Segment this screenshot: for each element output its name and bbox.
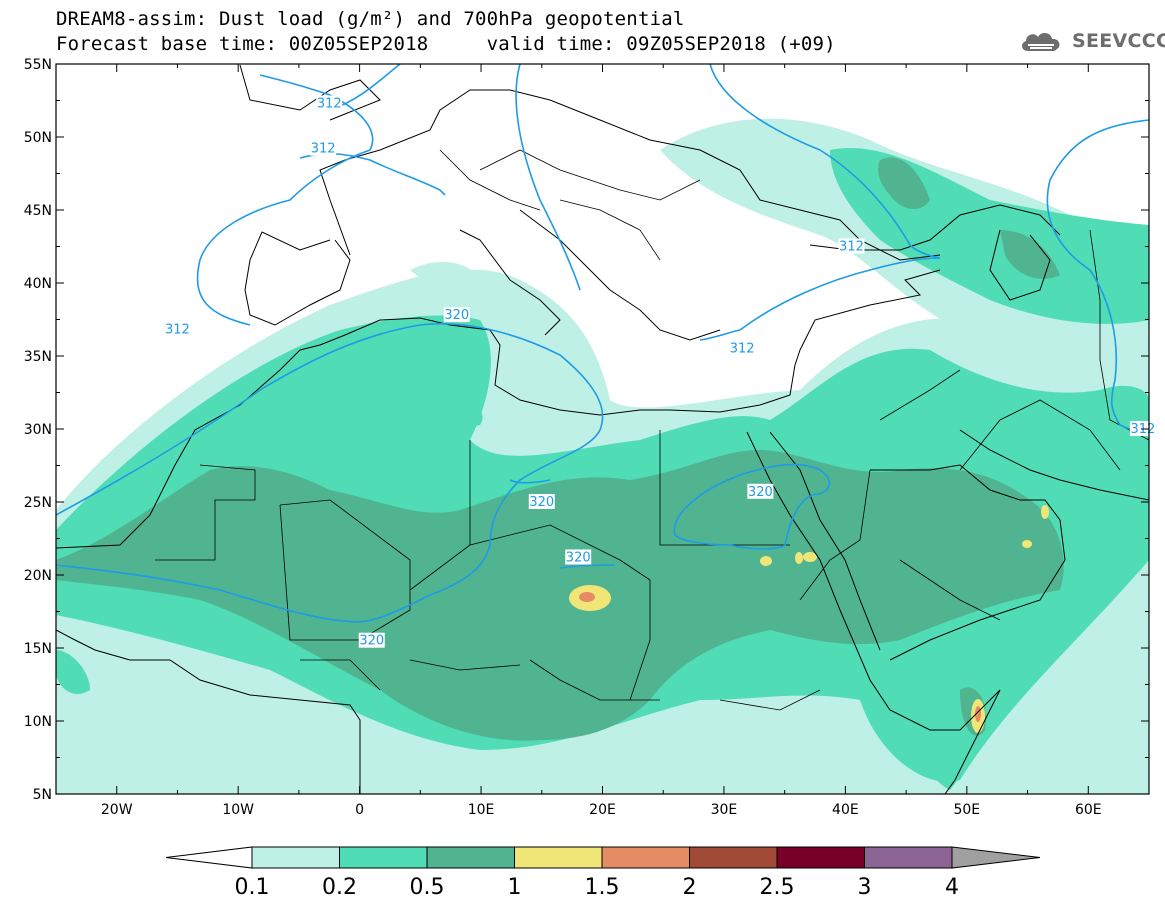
lat-tick-label: 10N	[24, 714, 52, 730]
lon-tick-label: 50E	[953, 802, 980, 818]
colorbar-segment	[514, 846, 603, 869]
logo-text: SEEVCCC	[1072, 30, 1165, 52]
lat-tick-label: 5N	[33, 787, 52, 803]
colorbar-segment	[251, 846, 340, 869]
contour-label-bg	[838, 238, 865, 254]
colorbar-segment	[864, 846, 953, 869]
contour-label-bg	[747, 483, 774, 499]
colorbar-segment	[426, 846, 515, 869]
contour-label-bg	[528, 494, 555, 509]
lat-tick-label: 40N	[24, 276, 52, 292]
contour-label: 312	[311, 142, 336, 157]
colorbar-segment	[601, 846, 690, 869]
contour-label: 320	[444, 308, 469, 323]
colorbar-label: 1	[508, 875, 522, 900]
contour-label: 312	[730, 342, 755, 357]
axis-ticks	[55, 63, 1150, 795]
lon-tick-label: 30E	[711, 802, 738, 818]
contour-label-bg	[565, 549, 592, 565]
colorbar	[165, 846, 1041, 869]
colorbar-high-triangle	[951, 846, 1041, 869]
lat-tick-label: 45N	[24, 203, 52, 219]
colorbar-label: 0.2	[322, 875, 357, 900]
colorbar-low-triangle	[165, 846, 253, 869]
colorbar-label: 0.1	[235, 875, 270, 900]
lat-tick-label: 30N	[24, 422, 52, 438]
colorbar-label: 2	[683, 875, 697, 900]
contour-label-bg	[310, 140, 337, 156]
lon-tick-label: 10E	[468, 802, 495, 818]
contour-label: 312	[165, 323, 190, 338]
colorbar-label: 0.5	[410, 875, 445, 900]
colorbar-segment	[776, 846, 865, 869]
lat-tick-label: 35N	[24, 349, 52, 365]
lon-tick-label: 20W	[101, 802, 133, 818]
lat-tick-label: 20N	[24, 568, 52, 584]
colorbar-label: 2.5	[760, 875, 795, 900]
geopotential-contours	[56, 64, 1149, 623]
contour-label: 320	[566, 550, 591, 565]
contour-label: 320	[529, 495, 554, 510]
contour-label: 320	[748, 485, 773, 500]
lat-tick-label: 55N	[24, 57, 52, 73]
colorbar-labels: 0.1 0.2 0.5 1 1.5 2 2.5 3 4	[235, 875, 960, 900]
lat-tick-label: 15N	[24, 641, 52, 657]
lon-tick-label: 10W	[222, 802, 254, 818]
colorbar-label: 1.5	[585, 875, 620, 900]
latitude-labels: 55N 50N 45N 40N 35N 30N 25N 20N 15N 10N 5N	[24, 57, 52, 803]
contour-label: 312	[317, 96, 342, 111]
colorbar-segment	[689, 846, 778, 869]
seevccc-logo: SEEVCCC	[1018, 28, 1165, 54]
contour-label-bg	[164, 321, 191, 337]
contour-label-bg	[443, 307, 470, 323]
cloud-icon	[1022, 33, 1060, 51]
contour-label-bg	[316, 95, 343, 111]
contour-label-bg	[729, 340, 756, 356]
colorbar-label: 3	[858, 875, 872, 900]
contour-label-bg	[358, 632, 385, 648]
lat-tick-label: 25N	[24, 495, 52, 511]
map-title: DREAM8-assim: Dust load (g/m²) and 700hP…	[56, 8, 685, 30]
lon-tick-label: 0	[355, 802, 364, 818]
longitude-labels: 20W 10W 0 10E 20E 30E 40E 50E 60E	[101, 802, 1102, 818]
lon-tick-label: 40E	[832, 802, 859, 818]
colorbar-segment	[339, 846, 428, 869]
forecast-time-info: Forecast base time: 00Z05SEP2018 valid t…	[56, 33, 836, 55]
lat-tick-label: 50N	[24, 130, 52, 146]
colorbar-label: 4	[945, 875, 959, 900]
contour-label: 320	[359, 634, 384, 649]
dust-load-field	[56, 118, 1149, 794]
lon-tick-label: 60E	[1075, 802, 1102, 818]
contour-label: 312	[839, 240, 864, 255]
lon-tick-label: 20E	[589, 802, 616, 818]
